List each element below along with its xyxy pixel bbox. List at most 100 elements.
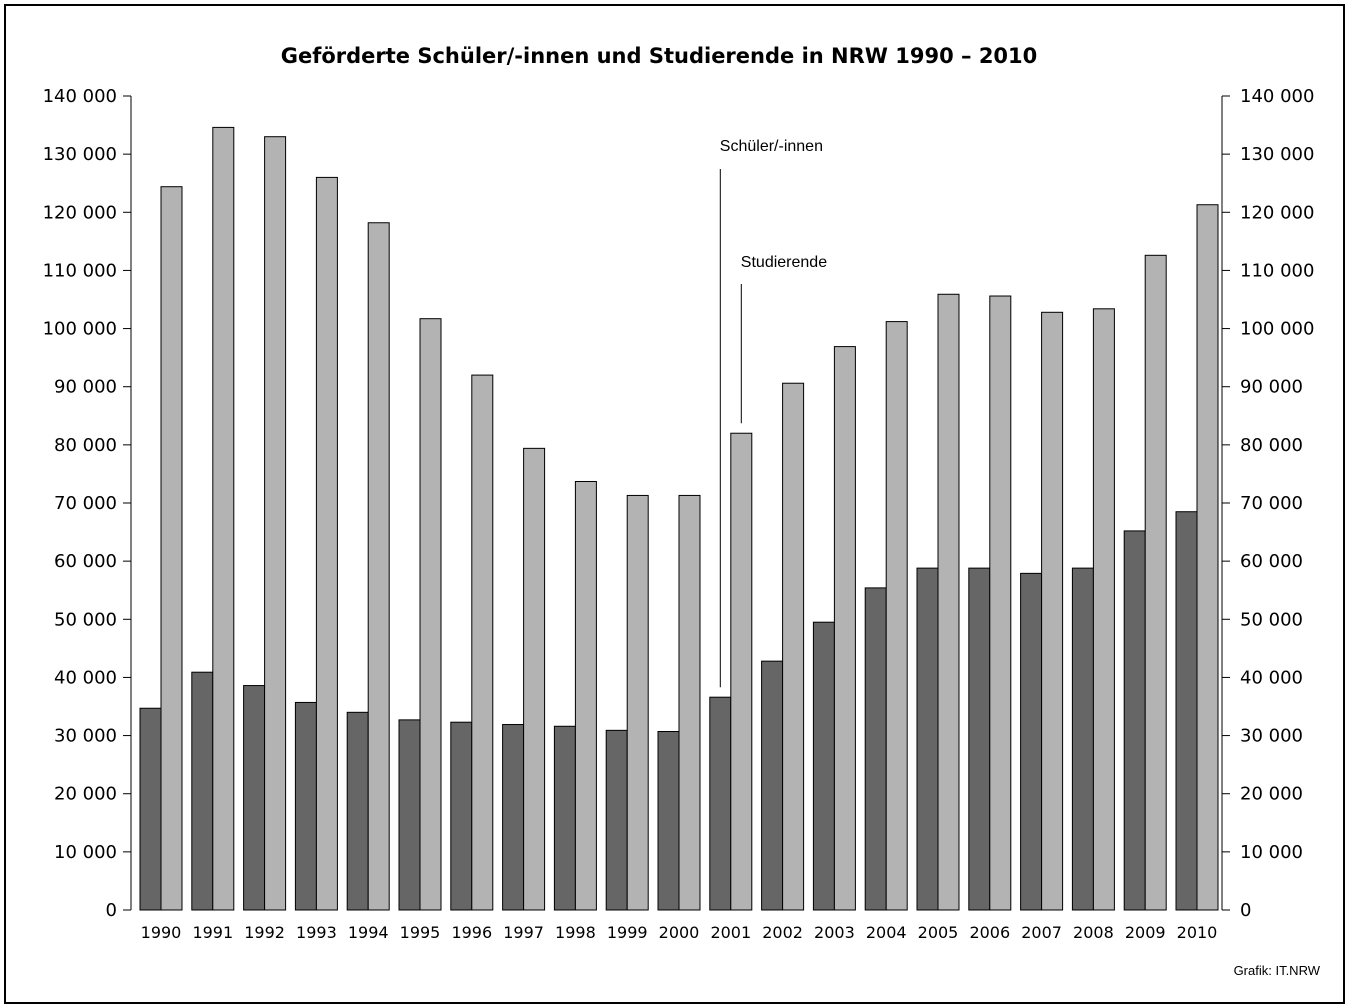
bar-studierende-2003 xyxy=(833,346,856,911)
y-tick-label-right: 120 000 xyxy=(1240,202,1314,223)
bar-schueler-1995 xyxy=(398,719,421,911)
bar-studierende-2002 xyxy=(782,382,805,911)
x-tick-label: 1996 xyxy=(451,923,492,942)
bar-schueler-2007 xyxy=(1020,572,1043,911)
y-tick-label-left: 10 000 xyxy=(54,842,117,863)
y-tick-label-left: 80 000 xyxy=(54,435,117,456)
source-credit: Grafik: IT.NRW xyxy=(1234,963,1321,978)
y-tick-label-left: 100 000 xyxy=(43,319,117,340)
x-tick-label: 2009 xyxy=(1125,923,1166,942)
bar-studierende-1995 xyxy=(419,318,442,911)
bar-schueler-2000 xyxy=(657,731,680,911)
bar-studierende-1997 xyxy=(523,447,546,911)
x-tick-label: 1998 xyxy=(555,923,596,942)
y-tick-label-right: 100 000 xyxy=(1240,319,1314,340)
bar-schueler-2003 xyxy=(812,621,835,911)
y-tick-label-left: 30 000 xyxy=(54,726,117,747)
bar-schueler-1992 xyxy=(243,685,266,911)
x-tick-label: 1994 xyxy=(348,923,389,942)
x-tick-label: 2006 xyxy=(969,923,1010,942)
bar-schueler-1997 xyxy=(502,724,525,911)
x-tick-label: 2000 xyxy=(659,923,700,942)
bar-schueler-2002 xyxy=(761,660,784,911)
bar-studierende-1990 xyxy=(160,186,183,911)
bar-studierende-1992 xyxy=(264,136,287,911)
y-tick-label-left: 0 xyxy=(106,900,117,921)
x-tick-label: 1992 xyxy=(244,923,285,942)
bar-studierende-2005 xyxy=(937,293,960,911)
y-tick-label-left: 40 000 xyxy=(54,667,117,688)
y-tick-label-left: 130 000 xyxy=(43,144,117,165)
y-tick-label-right: 0 xyxy=(1240,900,1251,921)
bar-schueler-1996 xyxy=(450,721,473,911)
bar-schueler-2004 xyxy=(864,587,887,911)
y-tick-label-right: 140 000 xyxy=(1240,86,1314,107)
y-tick-label-right: 70 000 xyxy=(1240,493,1303,514)
bar-schueler-1990 xyxy=(139,707,162,911)
x-tick-label: 1990 xyxy=(141,923,182,942)
x-tick-label: 1997 xyxy=(503,923,544,942)
bar-studierende-1993 xyxy=(315,176,338,911)
y-tick-label-right: 130 000 xyxy=(1240,144,1314,165)
x-tick-label: 2007 xyxy=(1021,923,1062,942)
x-tick-label: 2010 xyxy=(1177,923,1218,942)
bar-studierende-2000 xyxy=(678,494,701,911)
bar-studierende-2009 xyxy=(1144,254,1167,911)
x-tick-label: 2003 xyxy=(814,923,855,942)
y-tick-label-right: 20 000 xyxy=(1240,784,1303,805)
bar-studierende-2004 xyxy=(885,321,908,911)
y-tick-label-left: 140 000 xyxy=(43,86,117,107)
bar-schueler-1994 xyxy=(346,711,369,911)
bar-studierende-2008 xyxy=(1092,308,1115,911)
x-tick-label: 2004 xyxy=(866,923,907,942)
y-tick-label-right: 30 000 xyxy=(1240,726,1303,747)
bar-schueler-1991 xyxy=(191,671,214,911)
annotation-label: Schüler/-innen xyxy=(720,138,823,155)
x-tick-label: 2005 xyxy=(918,923,959,942)
x-tick-label: 1999 xyxy=(607,923,648,942)
bar-schueler-2009 xyxy=(1123,530,1146,911)
y-tick-label-left: 50 000 xyxy=(54,609,117,630)
y-tick-label-right: 90 000 xyxy=(1240,377,1303,398)
bar-schueler-2005 xyxy=(916,567,939,911)
y-tick-label-left: 120 000 xyxy=(43,202,117,223)
y-tick-label-left: 60 000 xyxy=(54,551,117,572)
x-tick-label: 2002 xyxy=(762,923,803,942)
bar-schueler-2010 xyxy=(1175,511,1198,911)
bar-studierende-1991 xyxy=(212,126,235,911)
y-tick-label-left: 90 000 xyxy=(54,377,117,398)
y-tick-label-right: 60 000 xyxy=(1240,551,1303,572)
y-tick-label-right: 10 000 xyxy=(1240,842,1303,863)
bar-studierende-1996 xyxy=(471,374,494,911)
x-tick-label: 1995 xyxy=(400,923,441,942)
y-tick-label-right: 80 000 xyxy=(1240,435,1303,456)
bar-studierende-2010 xyxy=(1196,204,1219,911)
x-tick-label: 2001 xyxy=(710,923,751,942)
bar-studierende-2006 xyxy=(989,295,1012,911)
y-tick-label-right: 110 000 xyxy=(1240,260,1314,281)
bar-schueler-1998 xyxy=(553,725,576,911)
bar-schueler-1993 xyxy=(294,701,317,911)
bar-studierende-1999 xyxy=(626,494,649,911)
x-tick-label: 1991 xyxy=(192,923,233,942)
bar-studierende-2001 xyxy=(730,432,753,911)
bar-schueler-2001 xyxy=(709,696,732,911)
bar-schueler-2006 xyxy=(968,567,991,911)
labels-group: 1990 1991 1992 1993 1994 1995 1996 1997 1998 1999… xyxy=(43,86,1315,942)
y-tick-label-right: 50 000 xyxy=(1240,609,1303,630)
axes-group xyxy=(123,95,1230,911)
annotations-group: Schüler/-innen Studierende xyxy=(719,138,827,688)
bar-studierende-1998 xyxy=(574,480,597,911)
bars-group xyxy=(139,126,1219,911)
bar-studierende-2007 xyxy=(1041,311,1064,911)
bar-studierende-1994 xyxy=(367,222,390,911)
bar-schueler-1999 xyxy=(605,729,628,911)
y-tick-label-right: 40 000 xyxy=(1240,667,1303,688)
x-tick-label: 2008 xyxy=(1073,923,1114,942)
y-tick-label-left: 110 000 xyxy=(43,260,117,281)
annotation-label: Studierende xyxy=(741,254,827,271)
bar-schueler-2008 xyxy=(1071,567,1094,911)
y-tick-label-left: 70 000 xyxy=(54,493,117,514)
x-tick-label: 1993 xyxy=(296,923,337,942)
